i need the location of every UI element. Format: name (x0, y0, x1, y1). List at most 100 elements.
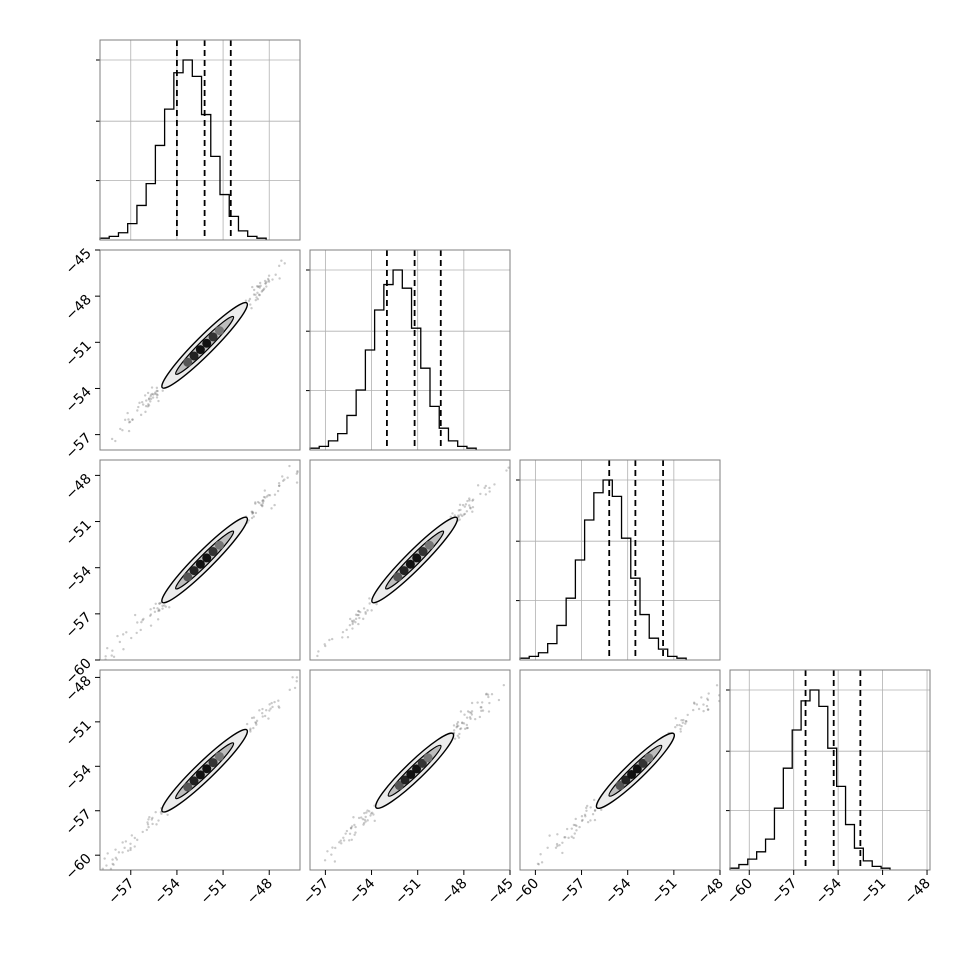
scatter-point (258, 281, 262, 285)
scatter-point (251, 510, 254, 513)
density-core (399, 566, 409, 576)
scatter-point (288, 688, 291, 692)
scatter-point (295, 676, 299, 679)
scatter-point (149, 395, 152, 398)
scatter-point (349, 827, 353, 830)
scatter-point (111, 862, 114, 866)
scatter-point (333, 860, 337, 863)
scatter-point (114, 439, 117, 443)
scatter-point (462, 513, 466, 516)
scatter-point (567, 836, 570, 840)
scatter-point (675, 724, 679, 727)
scatter-point (262, 495, 266, 499)
density-core (412, 764, 422, 774)
scatter-point (267, 274, 271, 277)
scatter-point (146, 405, 150, 408)
scatter-point (502, 683, 506, 687)
scatter-point (148, 614, 152, 618)
scatter-point (251, 511, 255, 514)
scatter-point (493, 483, 496, 486)
density-core (615, 781, 625, 791)
scatter-point (470, 701, 474, 705)
scatter-point (471, 510, 474, 513)
scatter-point (484, 693, 488, 696)
scatter-point (257, 293, 261, 296)
scatter-point (296, 469, 299, 473)
scatter-point (112, 863, 115, 866)
scatter-point (303, 460, 305, 462)
scatter-point (111, 649, 114, 652)
scatter-point (254, 721, 258, 725)
scatter-point (141, 830, 144, 834)
y-tick-label: −57 (63, 806, 95, 838)
scatter-point (115, 858, 119, 861)
scatter-point (157, 819, 160, 822)
scatter-point (328, 433, 330, 435)
scatter-point (140, 400, 144, 404)
scatter-point (484, 493, 488, 496)
scatter-point (473, 717, 477, 721)
scatter-point (570, 827, 574, 830)
scatter-point (357, 609, 360, 613)
joint-panel-3-1 (309, 669, 511, 871)
scatter-point (256, 291, 259, 295)
scatter-point (150, 386, 154, 389)
scatter-point (455, 722, 459, 726)
scatter-point (249, 727, 252, 730)
density-core (214, 540, 224, 550)
scatter-point (546, 846, 549, 849)
scatter-point (681, 721, 685, 724)
scatter-point (143, 394, 147, 397)
scatter-point (362, 607, 366, 610)
panel-frame (519, 459, 721, 661)
scatter-point (151, 392, 154, 396)
scatter-point (537, 863, 541, 866)
scatter-point (364, 815, 367, 819)
histogram-step-0 (99, 59, 267, 240)
x-tick-label: −51 (857, 876, 889, 908)
scatter-point (692, 708, 695, 712)
scatter-point (555, 842, 559, 846)
x-tick-label: −57 (556, 876, 588, 908)
scatter-point (580, 819, 584, 823)
scatter-point (556, 833, 559, 836)
scatter-point (261, 504, 264, 508)
scatter-point (277, 484, 281, 488)
scatter-point (353, 823, 356, 827)
density-core (202, 553, 212, 563)
scatter-point (140, 620, 143, 624)
scatter-point (254, 298, 257, 302)
scatter-point (126, 411, 129, 415)
scatter-point (127, 429, 131, 433)
scatter-point (161, 604, 164, 608)
scatter-point (680, 719, 683, 722)
density-core (214, 751, 224, 761)
scatter-point (480, 706, 483, 709)
scatter-point (348, 623, 352, 627)
scatter-point (536, 862, 540, 866)
scatter-point (264, 496, 267, 499)
scatter-point (456, 734, 460, 737)
scatter-point (593, 818, 597, 822)
scatter-point (152, 393, 155, 396)
scatter-point (154, 810, 157, 814)
scatter-point (141, 618, 144, 622)
scatter-point (106, 646, 109, 650)
scatter-point (154, 392, 157, 395)
scatter-point (364, 610, 367, 614)
scatter-point (461, 503, 465, 507)
scatter-point (357, 622, 360, 626)
scatter-point (117, 851, 121, 854)
panel-frame (519, 669, 721, 871)
scatter-point (248, 297, 252, 301)
scatter-point (147, 397, 151, 400)
scatter-point (370, 609, 373, 612)
scatter-point (548, 834, 551, 837)
scatter-point (468, 497, 471, 500)
scatter-point (362, 617, 365, 621)
scatter-point (110, 437, 114, 441)
scatter-point (262, 287, 266, 290)
y-tick-label: −57 (63, 609, 95, 641)
scatter-point (278, 484, 281, 487)
